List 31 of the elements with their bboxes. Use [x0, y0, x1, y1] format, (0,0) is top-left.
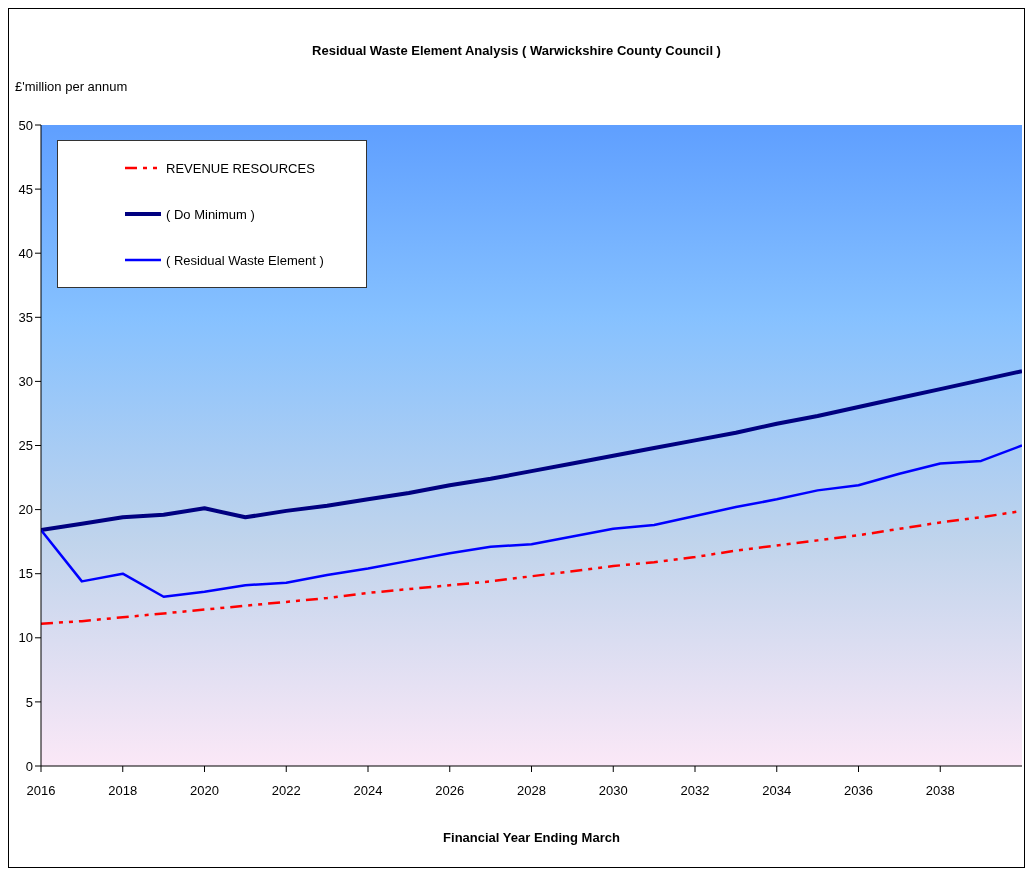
x-tick-label: 2020	[190, 783, 219, 799]
x-tick-label: 2016	[26, 783, 56, 799]
line-series	[41, 444, 1022, 599]
x-tick-label: 2038	[925, 783, 955, 799]
y-tick-label: 25	[18, 438, 33, 454]
line-series	[41, 369, 1022, 533]
y-tick-label: 35	[18, 309, 33, 325]
legend-label: ( Residual Waste Element )	[166, 252, 324, 268]
y-tick-label: 5	[25, 694, 33, 710]
x-tick-label: 2034	[762, 783, 792, 799]
x-tick-label: 2024	[353, 783, 383, 799]
y-tick-label: 20	[18, 502, 33, 518]
y-tick-label: 15	[18, 566, 33, 582]
y-tick-label: 40	[18, 245, 33, 261]
x-axis-title: Financial Year Ending March	[443, 830, 620, 845]
x-tick-label: 2030	[598, 783, 628, 799]
x-tick-label: 2032	[680, 783, 710, 799]
x-tick-label: 2018	[108, 783, 138, 799]
y-axis-title: £'million per annum	[15, 79, 128, 94]
chart-title: Residual Waste Element Analysis ( Warwickshire County Council )	[311, 43, 722, 58]
y-tick-label: 30	[18, 374, 33, 390]
x-tick-label: 2026	[435, 783, 465, 799]
y-tick-label: 0	[25, 758, 33, 774]
legend-label: REVENUE RESOURCES	[166, 160, 315, 176]
y-tick-label: 45	[18, 181, 33, 197]
legend-label: ( Do Minimum )	[166, 206, 255, 222]
x-tick-label: 2028	[517, 783, 546, 799]
x-tick-label: 2036	[844, 783, 873, 799]
y-tick-label: 10	[18, 630, 33, 646]
y-tick-label: 50	[18, 117, 33, 133]
x-tick-label: 2022	[271, 783, 301, 799]
